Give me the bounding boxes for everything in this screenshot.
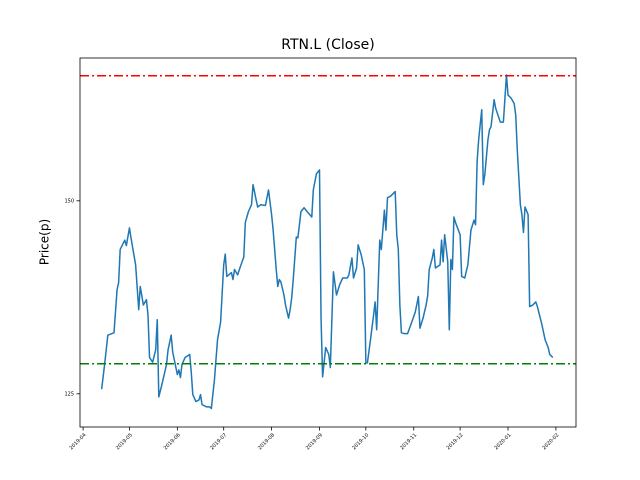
plot-frame — [79, 57, 577, 428]
y-axis-label: Price(p) — [38, 219, 52, 265]
y-tick-label: 125 — [64, 391, 74, 397]
chart-title: RTN.L (Close) — [281, 37, 375, 53]
y-tick-label: 150 — [64, 198, 74, 204]
price-line — [100, 74, 554, 410]
